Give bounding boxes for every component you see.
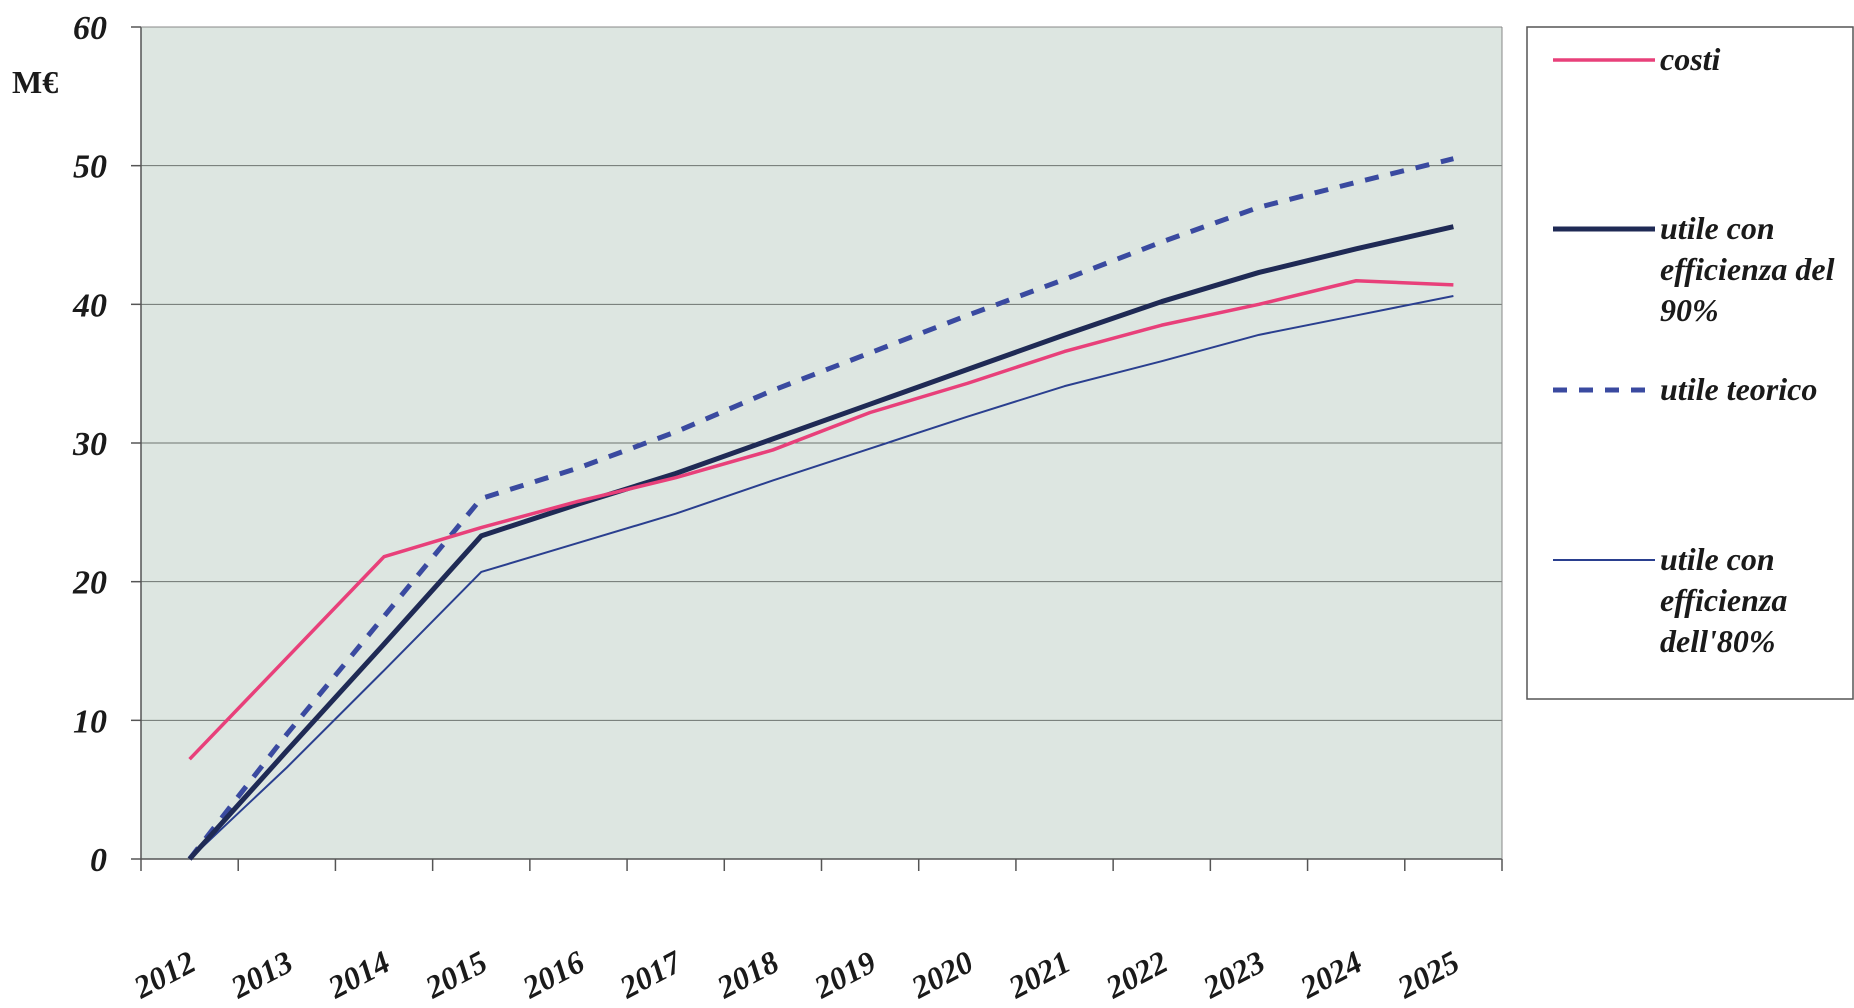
x-tick-label: 2016 bbox=[516, 943, 590, 1005]
y-axis-label: M€ bbox=[12, 64, 58, 100]
y-tick-label: 50 bbox=[73, 149, 107, 186]
x-tick-label: 2022 bbox=[1099, 943, 1173, 1005]
legend-label-3: efficienza bbox=[1660, 582, 1787, 618]
legend-label-1: 90% bbox=[1660, 292, 1719, 328]
x-tick-label: 2023 bbox=[1196, 943, 1270, 1005]
legend-label-3: utile con bbox=[1660, 541, 1775, 577]
legend-label-3: dell'80% bbox=[1660, 623, 1776, 659]
x-tick-label: 2013 bbox=[224, 943, 298, 1005]
x-tick-label: 2017 bbox=[613, 942, 689, 1005]
y-tick-label: 60 bbox=[73, 10, 107, 47]
legend-label-1: efficienza del bbox=[1660, 251, 1835, 287]
x-tick-label: 2015 bbox=[418, 943, 492, 1005]
x-tick-label: 2014 bbox=[321, 943, 395, 1005]
x-tick-label: 2025 bbox=[1391, 943, 1465, 1005]
x-tick-label: 2020 bbox=[905, 943, 979, 1005]
x-axis-ticks: 2012 2013 2014 2015 2016 2017 2018 2019 2020 2021… bbox=[127, 859, 1502, 1006]
legend-label-1: utile con bbox=[1660, 210, 1775, 246]
legend-label-0: costi bbox=[1660, 41, 1721, 77]
x-tick-label: 2019 bbox=[807, 943, 881, 1005]
x-tick-label: 2024 bbox=[1293, 943, 1367, 1005]
y-tick-label: 40 bbox=[72, 287, 107, 324]
x-tick-label: 2012 bbox=[127, 943, 201, 1005]
x-tick-label: 2018 bbox=[710, 943, 784, 1005]
y-tick-label: 0 bbox=[90, 842, 107, 879]
legend-label-2: utile teorico bbox=[1660, 371, 1817, 407]
y-tick-label: 10 bbox=[73, 703, 107, 740]
y-tick-label: 20 bbox=[72, 565, 107, 602]
y-tick-label: 30 bbox=[72, 426, 107, 463]
x-tick-label: 2021 bbox=[1002, 943, 1076, 1005]
